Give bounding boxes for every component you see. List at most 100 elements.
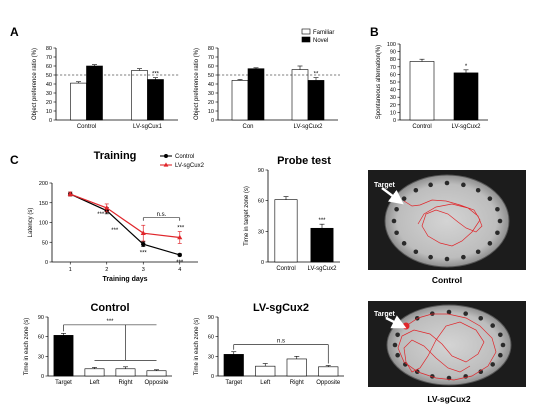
b-x-tick-label: LV-sgCux2 <box>452 124 482 130</box>
c1-y-tick-label: 200 <box>39 181 48 187</box>
maze-hole <box>413 187 419 193</box>
maze-hole <box>392 342 398 348</box>
c4-x-tick-label: Right <box>290 380 304 386</box>
c3-x-tick-label: Opposite <box>144 380 169 386</box>
c2-y-axis-label: Time in target zone (s) <box>244 186 250 246</box>
c4-y-tick-label: 0 <box>211 374 214 380</box>
c4-bar <box>286 358 307 377</box>
c1-y-tick-label: 50 <box>42 240 48 246</box>
a1-bar <box>86 65 103 121</box>
maze-hole <box>401 241 407 246</box>
a2-bar <box>291 69 309 121</box>
maze-hole <box>495 206 500 212</box>
photo-caption-control: Control <box>432 275 462 285</box>
c1-series-line <box>70 193 180 239</box>
c3-y-tick-label: 0 <box>41 374 44 380</box>
c3-bar <box>53 335 74 377</box>
maze-hole <box>391 218 397 224</box>
a2-bar <box>231 80 249 121</box>
c3-bar <box>115 368 136 377</box>
c4-y-tick-label: 90 <box>208 315 214 321</box>
c1-title: Training <box>94 150 137 162</box>
c4-title: LV-sgCux2 <box>253 302 309 314</box>
maze-hole <box>395 352 400 358</box>
b-y-tick-label: 0 <box>393 118 396 124</box>
c4-bar <box>223 354 244 377</box>
c1-point <box>177 252 182 258</box>
a1-y-tick-label: 30 <box>46 91 52 97</box>
c4-x-tick-label: Opposite <box>316 380 341 386</box>
c1-point <box>104 205 110 210</box>
panel-label-b: B <box>370 25 379 39</box>
a1-x-tick-label: LV-sgCux1 <box>133 124 163 130</box>
c3-x-tick-label: Left <box>89 380 99 386</box>
a2-legend-label: Novel <box>313 38 328 44</box>
b-x-tick-label: Control <box>412 124 431 130</box>
c2-x-tick-label: LV-sgCux2 <box>308 266 338 272</box>
a1-bar <box>70 82 87 121</box>
c1-point <box>141 242 146 247</box>
a1-bar <box>131 70 148 121</box>
a2-significance: ** <box>314 72 319 78</box>
maze-hole <box>498 352 503 358</box>
c2-y-tick-label: 30 <box>258 229 264 235</box>
b-y-tick-label: 20 <box>390 103 396 109</box>
b-y-tick-label: 80 <box>390 57 396 63</box>
maze-hole <box>401 196 407 201</box>
c3-bracket-label: *** <box>106 319 114 325</box>
c2-bar <box>310 227 334 263</box>
a1-y-tick-label: 10 <box>46 109 52 115</box>
a2-x-tick-label: LV-sgCux2 <box>294 124 324 130</box>
a1-y-tick-label: 60 <box>46 64 52 70</box>
c3-y-axis-label: Time in each zone (s) <box>24 318 30 375</box>
c1-significance-below: *** <box>176 260 184 266</box>
c1-ns-bracket-label: n.s. <box>157 212 167 218</box>
c3-y-tick-label: 30 <box>38 354 44 360</box>
chart-c2-probe-test: 0 30 60 90 Time in target zone (s) Control LV-… <box>244 155 340 272</box>
maze-hole <box>395 332 400 338</box>
maze-hole <box>461 254 466 260</box>
maze-hole <box>428 254 433 260</box>
maze-hole <box>394 230 399 236</box>
maze-hole <box>475 187 481 193</box>
maze-hole <box>478 316 484 321</box>
a2-legend-swatch <box>301 36 311 43</box>
b-significance: * <box>465 64 468 70</box>
maze-hole <box>446 309 452 315</box>
c3-bar <box>146 370 167 377</box>
maze-hole <box>495 230 500 236</box>
c4-y-tick-label: 30 <box>208 354 214 360</box>
c3-title: Control <box>90 302 129 314</box>
a2-y-tick-label: 0 <box>211 118 214 124</box>
c1-significance-above: *** <box>177 226 185 232</box>
maze-hole <box>444 180 450 186</box>
b-y-tick-label: 30 <box>390 95 396 101</box>
c3-y-tick-label: 60 <box>38 335 44 341</box>
maze-photo-control: Target <box>368 170 526 270</box>
chart-a1-object-preference-sgcux1: 0 10 20 30 40 50 60 70 80 Object preference ratio… <box>32 46 180 130</box>
maze-hole <box>413 249 419 255</box>
target-arrow-sgcux2 <box>385 315 407 329</box>
c1-y-tick-label: 0 <box>45 260 48 266</box>
panel-label-a: A <box>10 25 19 39</box>
a1-y-tick-label: 80 <box>46 46 52 52</box>
maze-hole <box>461 182 466 188</box>
c1-x-tick-label: 2 <box>105 267 108 273</box>
maze-hole <box>490 323 495 328</box>
c4-bar <box>318 366 339 377</box>
c1-y-tick-label: 150 <box>39 201 48 207</box>
c1-significance-below: *** <box>111 228 119 234</box>
c4-bracket-label: n.s <box>277 339 285 345</box>
c1-significance-above: *** <box>97 212 105 218</box>
c1-x-tick-label: 3 <box>142 267 145 273</box>
a1-x-tick-label: Control <box>77 124 96 130</box>
b-y-tick-label: 90 <box>390 50 396 56</box>
a1-significance: *** <box>152 72 160 78</box>
maze-pool-sgcux2 <box>386 304 512 386</box>
maze-hole <box>500 342 506 348</box>
maze-hole <box>428 182 433 188</box>
maze-hole <box>498 332 503 338</box>
a2-legend-label: Familiar <box>313 30 334 36</box>
c1-x-axis-label: Training days <box>102 276 147 283</box>
